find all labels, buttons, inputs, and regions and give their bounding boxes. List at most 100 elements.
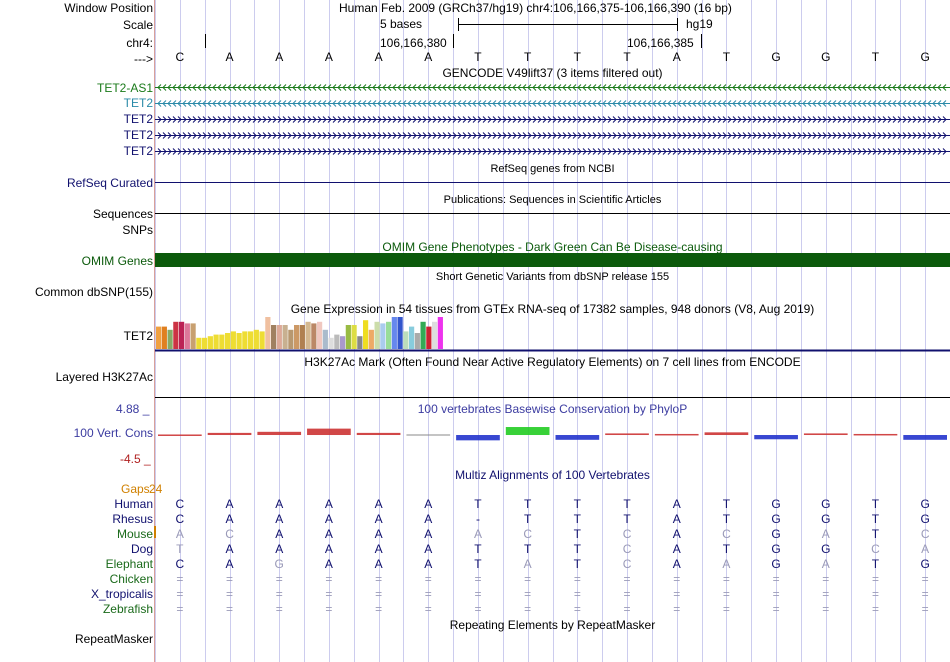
species-label-chicken[interactable]: Chicken	[109, 572, 153, 586]
publications-track-title[interactable]: Publications: Sequences in Scientific Ar…	[443, 194, 662, 206]
gencode-label-tet2-as1[interactable]: TET2-AS1	[96, 81, 153, 95]
gencode-strand-chevron	[357, 84, 362, 91]
gencode-strand-chevron	[542, 116, 547, 123]
gencode-strand-chevron	[847, 84, 852, 91]
alignment-base: T	[623, 512, 631, 526]
species-label-human[interactable]: Human	[114, 497, 153, 511]
gencode-strand-chevron	[497, 132, 502, 139]
gencode-strand-chevron	[577, 132, 582, 139]
species-label-dog[interactable]: Dog	[130, 542, 153, 556]
species-label-rhesus[interactable]: Rhesus	[112, 512, 153, 526]
omim-track-title[interactable]: OMIM Gene Phenotypes - Dark Green Can Be…	[382, 240, 723, 254]
gencode-strand-chevron	[792, 148, 797, 155]
gencode-strand-chevron	[867, 148, 872, 155]
gencode-strand-chevron	[612, 132, 617, 139]
gencode-strand-chevron	[757, 84, 762, 91]
gencode-strand-chevron	[657, 116, 662, 123]
alignment-base: T	[474, 497, 482, 511]
species-label-mouse[interactable]: Mouse	[116, 527, 153, 541]
dbsnp-track-title[interactable]: Short Genetic Variants from dbSNP releas…	[435, 271, 670, 283]
phylop-value-bar	[605, 433, 649, 436]
gencode-strand-chevron	[797, 100, 802, 107]
gencode-strand-chevron	[802, 100, 807, 107]
gencode-strand-chevron	[377, 148, 382, 155]
species-label-x-tropicalis[interactable]: X_tropicalis	[90, 587, 153, 601]
gencode-strand-chevron	[182, 116, 187, 123]
snps-label[interactable]: SNPs	[122, 223, 153, 237]
gencode-strand-chevron	[922, 84, 927, 91]
alignment-base: =	[176, 602, 183, 616]
gencode-strand-chevron	[697, 100, 702, 107]
gencode-strand-chevron	[822, 100, 827, 107]
gencode-strand-chevron	[507, 100, 512, 107]
phylop-value-bar	[257, 431, 302, 436]
repeatmasker-label[interactable]: RepeatMasker	[74, 632, 153, 646]
phylop-track-title[interactable]: 100 vertebrates Basewise Conservation by…	[417, 402, 688, 416]
gencode-strand-chevron	[477, 132, 482, 139]
gencode-label-tet2-1[interactable]: TET2	[123, 96, 153, 110]
gencode-strand-chevron	[902, 116, 907, 123]
gtex-track-title[interactable]: Gene Expression in 54 tissues from GTEx …	[290, 302, 815, 316]
alignment-base: T	[872, 512, 880, 526]
gencode-label-tet2-4[interactable]: TET2	[123, 144, 153, 158]
gencode-strand-chevron	[547, 84, 552, 91]
gencode-strand-chevron	[382, 132, 387, 139]
alignment-base: =	[375, 602, 382, 616]
gencode-strand-chevron	[292, 148, 297, 155]
gencode-label-tet2-3[interactable]: TET2	[123, 128, 153, 142]
alignment-base: A	[325, 557, 333, 571]
gencode-strand-chevron	[627, 84, 632, 91]
scale-bases-text: 5 bases	[380, 17, 423, 31]
gencode-strand-chevron	[422, 116, 427, 123]
base-letter: G	[771, 50, 780, 64]
gencode-strand-chevron	[862, 84, 867, 91]
gencode-strand-chevron	[477, 100, 482, 107]
alignment-base: A	[325, 512, 333, 526]
sequences-label[interactable]: Sequences	[92, 207, 153, 221]
h3k27ac-track-title[interactable]: H3K27Ac Mark (Often Found Near Active Re…	[304, 355, 801, 369]
gencode-track-title[interactable]: GENCODE V49lift37 (3 items filtered out)	[442, 66, 663, 80]
gencode-strand-chevron	[802, 148, 807, 155]
gencode-strand-chevron	[832, 100, 837, 107]
gencode-strand-chevron	[427, 132, 432, 139]
dbsnp-label[interactable]: Common dbSNP(155)	[34, 285, 153, 299]
gencode-strand-chevron	[697, 132, 702, 139]
gencode-strand-chevron	[207, 116, 212, 123]
gtex-label[interactable]: TET2	[123, 329, 153, 343]
refseq-label[interactable]: RefSeq Curated	[66, 176, 153, 190]
gencode-strand-chevron	[687, 116, 692, 123]
gencode-strand-chevron	[632, 132, 637, 139]
gencode-strand-chevron	[192, 148, 197, 155]
gencode-strand-chevron	[622, 148, 627, 155]
gtex-tissue-bar	[202, 337, 208, 349]
gencode-strand-chevron	[472, 132, 477, 139]
alignment-base: T	[524, 497, 532, 511]
gencode-strand-chevron	[322, 148, 327, 155]
gencode-strand-chevron	[442, 84, 447, 91]
gencode-strand-chevron	[327, 100, 332, 107]
multiz-track-title[interactable]: Multiz Alignments of 100 Vertebrates	[455, 468, 650, 482]
gencode-label-tet2-2[interactable]: TET2	[123, 112, 153, 126]
gencode-strand-chevron	[452, 84, 457, 91]
gencode-strand-chevron	[272, 132, 277, 139]
gtex-tissue-bar	[397, 317, 403, 349]
gencode-strand-chevron	[397, 100, 402, 107]
gencode-strand-chevron	[572, 132, 577, 139]
alignment-base: =	[276, 572, 283, 586]
species-label-zebrafish[interactable]: Zebrafish	[102, 602, 153, 616]
gencode-strand-chevron	[312, 116, 317, 123]
gencode-strand-chevron	[257, 84, 262, 91]
gencode-strand-chevron	[587, 116, 592, 123]
alignment-base: A	[375, 557, 383, 571]
alignment-base: T	[474, 542, 482, 556]
species-label-elephant[interactable]: Elephant	[105, 557, 153, 571]
omim-label[interactable]: OMIM Genes	[81, 254, 153, 268]
phylop-label[interactable]: 100 Vert. Cons	[73, 426, 153, 440]
repeatmasker-track-title[interactable]: Repeating Elements by RepeatMasker	[449, 618, 656, 632]
gencode-strand-chevron	[667, 100, 672, 107]
refseq-track-title[interactable]: RefSeq genes from NCBI	[490, 163, 615, 175]
gencode-strand-chevron	[687, 100, 692, 107]
h3k27ac-label[interactable]: Layered H3K27Ac	[55, 370, 153, 384]
gencode-strand-chevron	[357, 148, 362, 155]
